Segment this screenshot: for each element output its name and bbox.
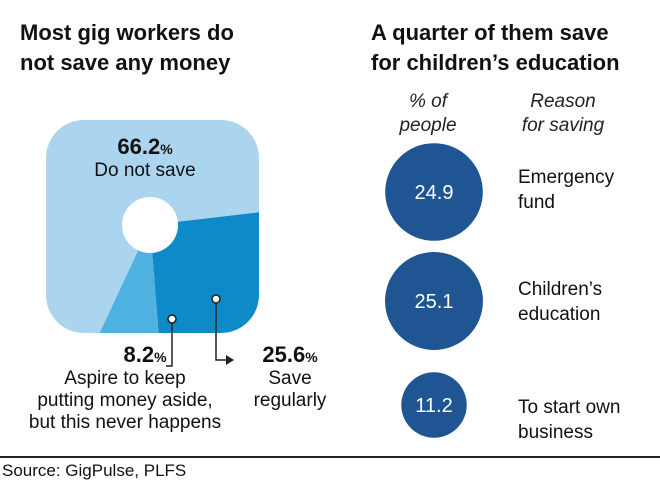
- save-regularly-text-line1: Save: [268, 368, 312, 389]
- right-title-line2: for children’s education: [371, 50, 620, 75]
- save-regularly-unit: %: [305, 349, 318, 365]
- aspire-text-line2: putting money aside,: [37, 390, 213, 411]
- do-not-save-text: Do not save: [94, 160, 196, 181]
- savings-pie-chart: [46, 120, 259, 367]
- footer-divider: [0, 456, 660, 458]
- bubble-3: [401, 372, 467, 438]
- left-title-line1: Most gig workers do: [20, 20, 234, 45]
- do-not-save-label: 66.2% Do not save: [60, 136, 230, 182]
- bubble-value-3: 11.2: [415, 395, 452, 417]
- bubble-2: [385, 252, 483, 350]
- reason-label-3-line2: business: [518, 422, 593, 443]
- column-header-reason: Reason for saving: [508, 90, 618, 138]
- pie-center-hole: [122, 197, 178, 253]
- reason-label-1-line1: Emergency: [518, 167, 615, 188]
- left-chart-title: Most gig workers do not save any money: [20, 18, 300, 78]
- aspire-unit: %: [154, 349, 167, 365]
- aspire-text-line1: Aspire to keep: [64, 368, 186, 389]
- column-header-people: % of people: [388, 90, 468, 138]
- left-title-line2: not save any money: [20, 50, 231, 75]
- reason-label-3-line1: To start own: [518, 397, 621, 418]
- source-note: Source: GigPulse, PLFS: [2, 461, 187, 480]
- save-regularly-label: 25.6% Save regularly: [240, 344, 340, 412]
- save-regularly-text-line2: regularly: [253, 390, 327, 411]
- right-chart-title: A quarter of them save for children’s ed…: [371, 18, 656, 78]
- save-regularly-leader-line: [215, 303, 226, 361]
- aspire-leader-line: [166, 323, 173, 367]
- aspire-marker: [167, 314, 177, 324]
- reason-label-2-line2: education: [518, 304, 601, 325]
- bubbles: 24.9 25.1 11.2: [385, 143, 483, 438]
- slice-aspire: [57, 225, 168, 333]
- slice-save-regularly: [150, 199, 259, 333]
- column-header-reason-line1: Reason: [530, 91, 596, 112]
- column-header-reason-line2: for saving: [521, 115, 605, 136]
- reasons-bubble-chart: 24.9 25.1 11.2: [385, 143, 483, 438]
- save-regularly-arrow: [226, 355, 234, 365]
- column-header-people-line2: people: [399, 115, 457, 136]
- reason-label-2-line1: Children’s: [518, 279, 603, 300]
- aspire-text-line3: but this never happens: [28, 412, 222, 433]
- do-not-save-value: 66.2: [117, 134, 161, 159]
- aspire-value: 8.2: [123, 342, 155, 367]
- do-not-save-unit: %: [160, 141, 173, 157]
- bubble-value-1: 24.9: [415, 182, 454, 204]
- aspire-label: 8.2% Aspire to keep putting money aside,…: [20, 344, 230, 434]
- bubble-1: [385, 143, 483, 241]
- reason-label-3: To start own business: [518, 395, 648, 445]
- save-regularly-marker: [211, 294, 221, 304]
- bubble-value-2: 25.1: [415, 291, 454, 313]
- save-regularly-value: 25.6: [262, 342, 306, 367]
- column-header-people-line1: % of: [408, 91, 448, 112]
- reason-label-1: Emergency fund: [518, 165, 648, 215]
- reason-label-1-line2: fund: [518, 192, 555, 213]
- right-title-line1: A quarter of them save: [371, 20, 609, 45]
- reason-label-2: Children’s education: [518, 277, 648, 327]
